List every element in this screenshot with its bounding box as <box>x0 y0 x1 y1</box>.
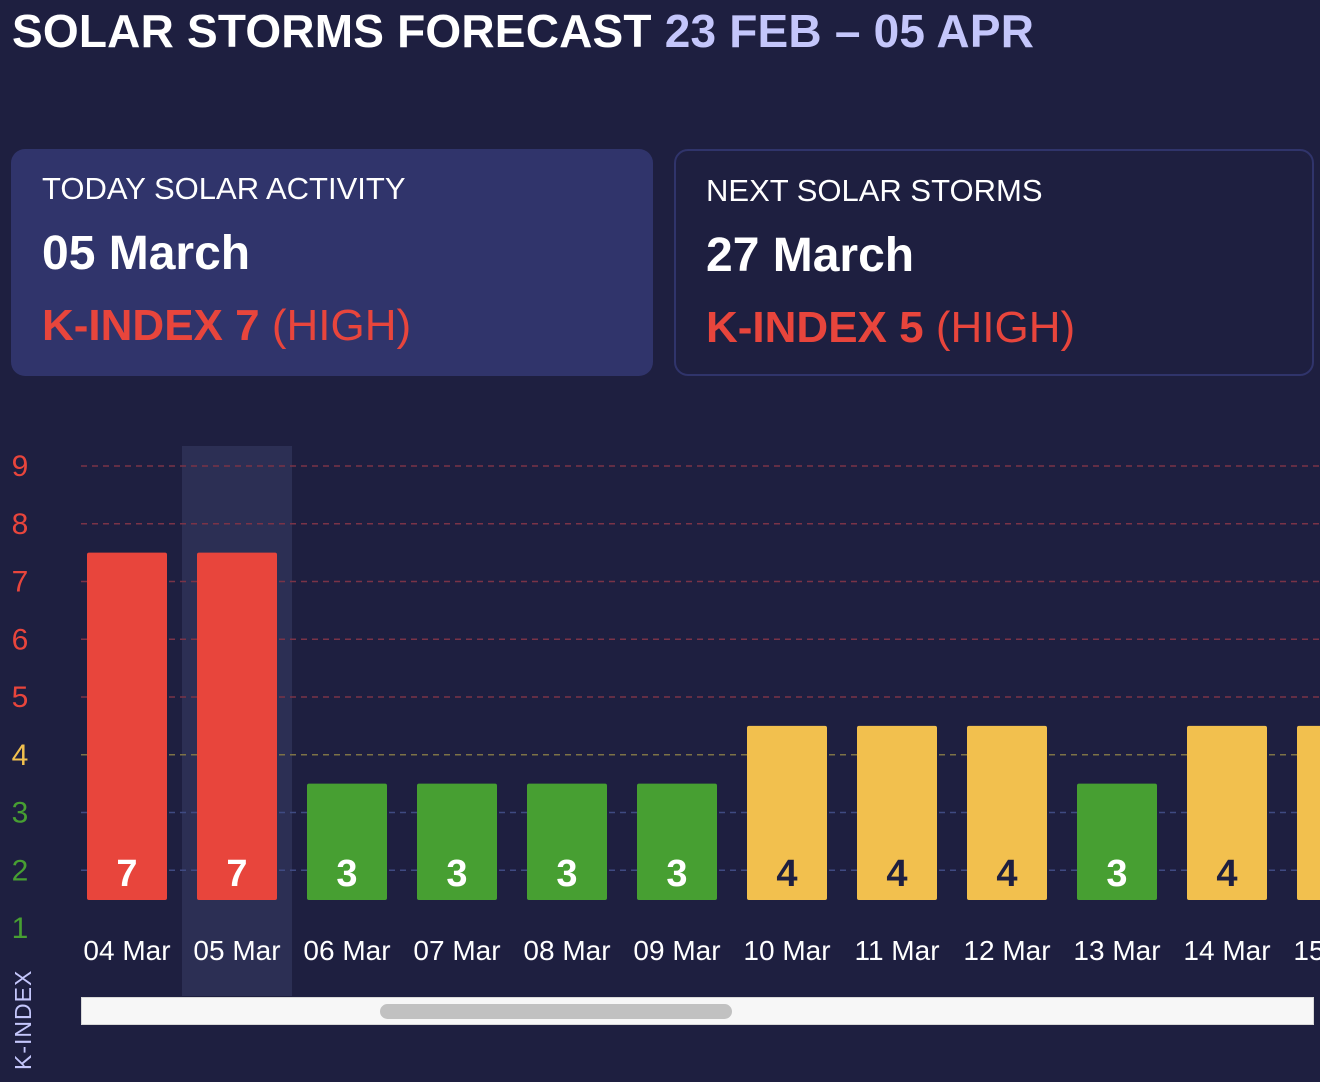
bar-value-label-6: 4 <box>776 853 797 895</box>
bar-value-label-8: 4 <box>996 853 1017 895</box>
today-k-value: 7 <box>235 301 260 350</box>
today-k-index: K-INDEX 7 (HIGH) <box>42 301 622 351</box>
x-tick-label-1: 05 Mar <box>193 935 280 966</box>
next-card-date: 27 March <box>706 229 915 282</box>
y-tick-label-1: 1 <box>12 912 29 945</box>
next-k-index: K-INDEX 5 (HIGH) <box>706 303 1282 353</box>
next-k-label: K-INDEX <box>706 303 887 352</box>
x-tick-label-3: 07 Mar <box>413 935 500 966</box>
bar-value-label-0: 7 <box>116 853 137 895</box>
bar-value-label-10: 4 <box>1216 853 1237 895</box>
bar-value-label-3: 3 <box>446 853 467 895</box>
bar-value-label-7: 4 <box>886 853 907 895</box>
x-tick-label-9: 13 Mar <box>1073 935 1160 966</box>
title-text: SOLAR STORMS FORECAST <box>12 5 652 57</box>
bar-8 <box>967 725 1047 900</box>
x-tick-label-8: 12 Mar <box>963 935 1050 966</box>
y-tick-label-4: 4 <box>12 739 29 772</box>
x-tick-label-7: 11 Mar <box>854 935 939 966</box>
bar-value-label-2: 3 <box>336 853 357 895</box>
bar-11 <box>1297 725 1320 900</box>
bar-7 <box>857 725 937 900</box>
y-tick-label-8: 8 <box>12 508 29 541</box>
x-tick-label-5: 09 Mar <box>633 935 720 966</box>
y-tick-label-5: 5 <box>12 681 29 714</box>
x-tick-label-4: 08 Mar <box>523 935 610 966</box>
y-tick-label-9: 9 <box>12 450 29 483</box>
bar-0 <box>87 552 167 900</box>
bar-value-label-9: 3 <box>1106 853 1127 895</box>
x-tick-label-6: 10 Mar <box>743 935 830 966</box>
next-k-value: 5 <box>899 303 924 352</box>
bar-3 <box>417 783 497 900</box>
today-k-label: K-INDEX <box>42 301 223 350</box>
today-card-label: TODAY SOLAR ACTIVITY <box>42 171 406 206</box>
bar-6 <box>747 725 827 900</box>
today-k-level: (HIGH) <box>271 301 412 350</box>
today-activity-card: TODAY SOLAR ACTIVITY 05 March K-INDEX 7 … <box>11 149 653 376</box>
chart-scrollbar[interactable] <box>81 997 1314 1025</box>
today-card-date: 05 March <box>42 227 251 280</box>
x-tick-label-11: 15 Mar <box>1293 935 1320 966</box>
x-tick-label-2: 06 Mar <box>303 935 390 966</box>
date-range: 23 FEB – 05 APR <box>664 5 1035 57</box>
x-tick-label-10: 14 Mar <box>1183 935 1270 966</box>
y-tick-label-2: 2 <box>12 854 29 887</box>
y-axis-label: K-INDEX <box>10 970 36 1070</box>
bar-value-label-5: 3 <box>666 853 687 895</box>
y-tick-label-7: 7 <box>12 566 29 599</box>
bar-9 <box>1077 783 1157 900</box>
next-k-level: (HIGH) <box>935 303 1076 352</box>
y-tick-label-6: 6 <box>12 623 29 656</box>
bar-5 <box>637 783 717 900</box>
bar-4 <box>527 783 607 900</box>
bar-10 <box>1187 725 1267 900</box>
bar-2 <box>307 783 387 900</box>
bar-value-label-1: 7 <box>226 853 247 895</box>
page-title: SOLAR STORMS FORECAST 23 FEB – 05 APR <box>12 4 1034 58</box>
x-tick-label-0: 04 Mar <box>83 935 170 966</box>
next-card-label: NEXT SOLAR STORMS <box>706 173 1043 208</box>
bar-1 <box>197 552 277 900</box>
scrollbar-thumb[interactable] <box>380 1004 732 1019</box>
next-storms-card: NEXT SOLAR STORMS 27 March K-INDEX 5 (HI… <box>674 149 1314 376</box>
bar-value-label-4: 3 <box>556 853 577 895</box>
y-tick-label-3: 3 <box>12 797 29 830</box>
